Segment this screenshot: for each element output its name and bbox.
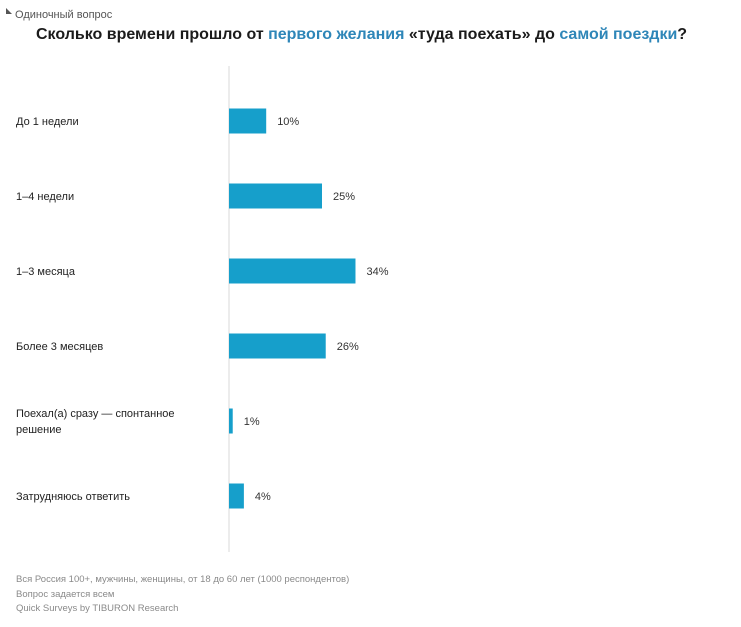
category-label: Затрудняюсь ответить (16, 491, 130, 503)
value-label: 26% (337, 341, 359, 353)
title-part-1: Сколько времени прошло от (36, 26, 269, 43)
category-label: 1–4 недели (16, 191, 74, 203)
value-label: 25% (333, 191, 355, 203)
value-label: 1% (244, 416, 260, 428)
title-highlight-1: первого желания (268, 26, 405, 43)
question-type-label: Одиночный вопрос (15, 9, 113, 21)
title-part-2: «туда поехать» до (404, 26, 560, 43)
bar (229, 108, 267, 134)
category-label: До 1 недели (16, 116, 79, 128)
bar (229, 333, 326, 359)
footer-notes: Вся Россия 100+, мужчины, женщины, от 18… (16, 573, 349, 617)
category-label: 1–3 месяца (16, 266, 76, 278)
value-label: 34% (366, 266, 388, 278)
bar (229, 483, 244, 509)
value-label: 4% (255, 491, 271, 503)
footer-source-note: Quick Surveys by TIBURON Research (16, 603, 179, 614)
bar (229, 183, 322, 209)
chart-title: Сколько времени прошло от первого желани… (36, 26, 687, 44)
footer-question-note: Вопрос задается всем (16, 588, 115, 600)
bar (229, 408, 233, 434)
title-highlight-2: самой поездки (559, 26, 678, 43)
value-label: 10% (277, 116, 299, 128)
footer-sample-note: Вся Россия 100+, мужчины, женщины, от 18… (16, 574, 350, 585)
corner-triangle-icon (6, 8, 12, 14)
title-part-3: ? (677, 26, 688, 43)
category-label: Более 3 месяцев (16, 341, 103, 353)
category-label: Поехал(а) сразу — спонтанное решение (16, 408, 175, 436)
bar-chart: До 1 недели 10% 1–4 недели 25% 1–3 месяца 34%… (16, 66, 389, 552)
bar (229, 258, 356, 284)
